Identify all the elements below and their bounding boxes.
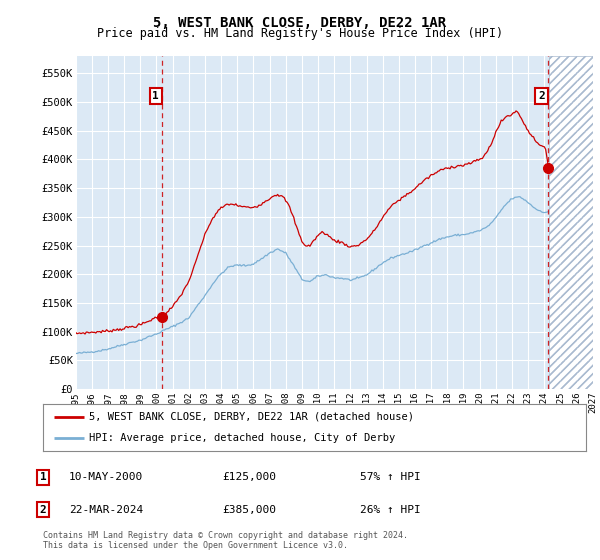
Bar <box>76 56 549 389</box>
Bar <box>549 56 593 389</box>
Text: £385,000: £385,000 <box>222 505 276 515</box>
Text: 2: 2 <box>40 505 47 515</box>
Text: 10-MAY-2000: 10-MAY-2000 <box>69 472 143 482</box>
Text: 22-MAR-2024: 22-MAR-2024 <box>69 505 143 515</box>
Text: 5, WEST BANK CLOSE, DERBY, DE22 1AR (detached house): 5, WEST BANK CLOSE, DERBY, DE22 1AR (det… <box>89 412 415 422</box>
Text: HPI: Average price, detached house, City of Derby: HPI: Average price, detached house, City… <box>89 433 395 444</box>
Text: 2: 2 <box>538 91 545 101</box>
Text: 5, WEST BANK CLOSE, DERBY, DE22 1AR: 5, WEST BANK CLOSE, DERBY, DE22 1AR <box>154 16 446 30</box>
Text: Price paid vs. HM Land Registry's House Price Index (HPI): Price paid vs. HM Land Registry's House … <box>97 27 503 40</box>
Bar <box>549 56 593 389</box>
Text: 57% ↑ HPI: 57% ↑ HPI <box>360 472 421 482</box>
Text: 1: 1 <box>152 91 159 101</box>
Text: 1: 1 <box>40 472 47 482</box>
Text: £125,000: £125,000 <box>222 472 276 482</box>
Text: 26% ↑ HPI: 26% ↑ HPI <box>360 505 421 515</box>
Text: Contains HM Land Registry data © Crown copyright and database right 2024.
This d: Contains HM Land Registry data © Crown c… <box>43 530 408 550</box>
